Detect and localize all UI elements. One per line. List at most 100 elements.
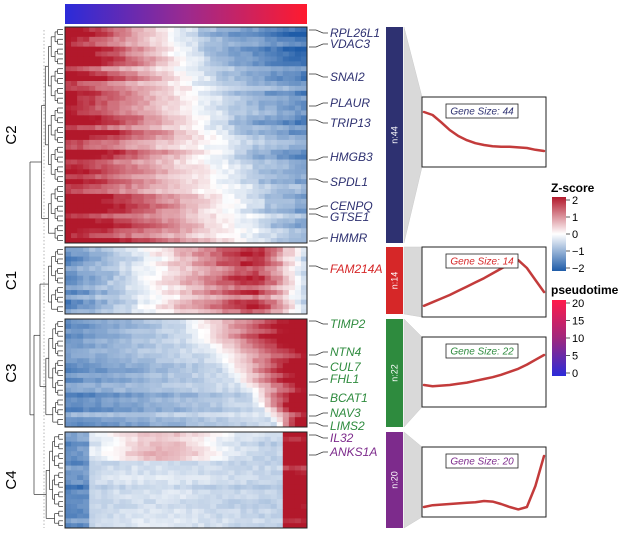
heatmap-cell <box>179 358 187 364</box>
heatmap-cell <box>143 85 151 92</box>
gene-connector <box>309 73 328 78</box>
heatmap-cell <box>107 460 114 466</box>
heatmap-cell <box>222 76 229 82</box>
heatmap-cell <box>71 432 78 438</box>
heatmap-cell <box>276 323 284 330</box>
heatmap-cell <box>149 164 157 170</box>
heatmap-cell <box>155 299 163 305</box>
heatmap-cell <box>294 397 302 403</box>
heatmap-cell <box>119 523 126 529</box>
heatmap-cell <box>143 198 151 205</box>
heatmap-cell <box>137 338 145 344</box>
heatmap-cell <box>246 465 253 471</box>
heatmap-cell <box>65 105 72 111</box>
heatmap-cell <box>246 368 253 374</box>
heatmap-cell <box>210 348 217 354</box>
heatmap-cell <box>210 125 217 131</box>
heatmap-cell <box>210 456 217 462</box>
heatmap-cell <box>186 223 193 229</box>
heatmap-cell <box>300 422 308 428</box>
heatmap-cell <box>216 81 223 87</box>
heatmap-cell <box>89 319 96 325</box>
heatmap-cell <box>204 256 211 262</box>
heatmap-cell <box>204 348 211 354</box>
heatmap-cell <box>240 304 247 310</box>
heatmap-cell <box>204 149 211 156</box>
heatmap-cell <box>276 290 284 296</box>
heatmap-cell <box>198 407 205 413</box>
heatmap-cell <box>294 363 302 369</box>
heatmap-cell <box>216 518 223 524</box>
heatmap-cell <box>125 373 132 379</box>
heatmap-cell <box>264 139 272 146</box>
heatmap-cell <box>161 465 169 471</box>
heatmap-cell <box>210 95 217 102</box>
heatmap-cell <box>107 299 114 305</box>
heatmap-cell <box>143 451 151 457</box>
heatmap-cell <box>270 417 278 423</box>
heatmap-cell <box>210 228 217 234</box>
heatmap-cell <box>119 494 126 500</box>
heatmap-cell <box>282 179 290 185</box>
heatmap-cell <box>107 363 114 369</box>
heatmap-cell <box>77 358 84 364</box>
heatmap-cell <box>179 382 187 389</box>
heatmap-cell <box>167 256 175 262</box>
heatmap-cell <box>167 470 175 476</box>
heatmap-cell <box>300 285 308 291</box>
heatmap-cell <box>161 61 169 67</box>
heatmap-cell <box>240 105 247 111</box>
heatmap-cell <box>234 299 241 305</box>
heatmap-cell <box>83 456 90 462</box>
gene-label: CENPQ <box>330 199 373 213</box>
heatmap-cell <box>143 169 151 175</box>
heatmap-cell <box>258 251 266 257</box>
heatmap-cell <box>71 392 78 398</box>
heatmap-cell <box>264 494 272 500</box>
heatmap-cell <box>252 387 259 394</box>
heatmap-cell <box>77 309 84 315</box>
heatmap-cell <box>89 436 96 442</box>
heatmap-cell <box>143 164 151 170</box>
heatmap-cell <box>161 203 169 210</box>
heatmap-cell <box>179 499 187 505</box>
heatmap-cell <box>192 100 199 106</box>
heatmap-cell <box>264 382 272 389</box>
heatmap-cell <box>252 247 259 253</box>
heatmap-cell <box>186 309 193 315</box>
heatmap-cell <box>89 290 96 296</box>
heatmap-cell <box>137 56 145 62</box>
heatmap-cell <box>149 294 157 301</box>
heatmap-cell <box>270 285 278 291</box>
heatmap-cell <box>179 125 187 131</box>
heatmap-cell <box>83 36 90 43</box>
heatmap-cell <box>258 36 266 43</box>
heatmap-cell <box>107 508 114 514</box>
heatmap-cell <box>288 333 296 340</box>
heatmap-cell <box>173 465 181 471</box>
heatmap-cell <box>264 338 272 344</box>
heatmap-cell <box>258 499 266 505</box>
heatmap-cell <box>101 499 108 505</box>
heatmap-cell <box>192 504 199 510</box>
heatmap-cell <box>167 417 175 423</box>
heatmap-cell <box>288 46 296 52</box>
heatmap-cell <box>204 120 211 126</box>
heatmap-cell <box>95 513 102 519</box>
heatmap-cell <box>137 343 145 349</box>
heatmap-cell <box>294 285 302 291</box>
heatmap-cell <box>137 432 145 438</box>
heatmap-cell <box>71 238 78 244</box>
heatmap-cell <box>71 81 78 87</box>
heatmap-cell <box>83 149 90 156</box>
heatmap-cell <box>161 36 169 43</box>
heatmap-cell <box>83 144 90 151</box>
heatmap-cell <box>288 208 296 214</box>
heatmap-cell <box>204 208 211 214</box>
heatmap-cell <box>119 397 126 403</box>
heatmap-cell <box>264 149 272 156</box>
gene-connector <box>309 102 328 107</box>
heatmap-cell <box>186 299 193 305</box>
heatmap-cell <box>204 95 211 102</box>
heatmap-cell <box>143 397 151 403</box>
